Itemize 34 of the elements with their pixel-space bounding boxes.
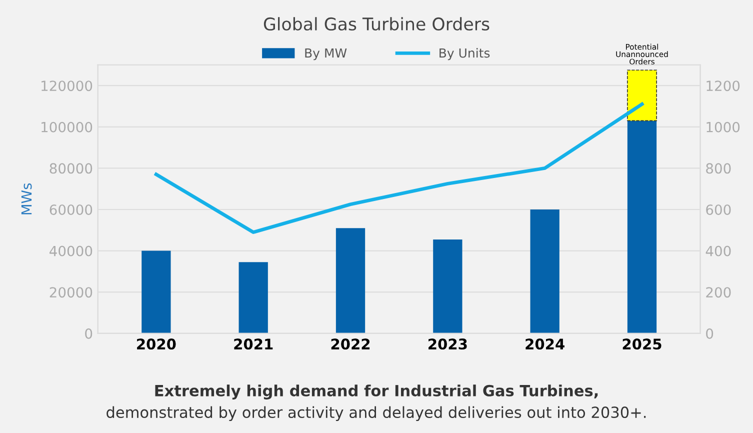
x-tick-label: 2023	[428, 338, 467, 350]
y-tick-label: 20000	[50, 287, 92, 298]
bar	[238, 262, 268, 334]
y-tick-label: 60000	[50, 204, 92, 215]
bar	[627, 70, 657, 122]
x-tick-label: 2024	[526, 338, 564, 350]
y2-tick-label: 800	[706, 163, 731, 174]
bar	[627, 120, 657, 334]
y2-tick-label: 1000	[706, 122, 740, 132]
y-tick-label: 120000	[42, 80, 92, 92]
y-tick-label: 40000	[50, 246, 92, 256]
y2-tick-label: 0	[706, 328, 714, 339]
y2-tick-label: 400	[706, 246, 731, 256]
y-tick-label: 80000	[50, 163, 92, 174]
legend-label: By Units	[440, 48, 490, 60]
bar	[142, 250, 171, 334]
y2-tick-label: 200	[706, 287, 731, 298]
bar	[530, 210, 560, 334]
text: Extremely high demand for Industrial Gas Turbines,	[155, 384, 598, 400]
x-tick-label: 2020	[137, 338, 176, 350]
y-axis-title: MWs	[21, 183, 32, 214]
chart-title: Global Gas Turbine Orders	[264, 17, 490, 31]
legend-label: By MW	[305, 48, 347, 60]
text: demonstrated by order activity and delayed deliveries out into 2030+.	[106, 406, 646, 422]
x-tick-label: 2025	[622, 338, 662, 350]
y2-tick-label: 600	[706, 204, 731, 215]
bar	[336, 228, 366, 334]
bar	[433, 239, 462, 334]
line-series	[154, 102, 644, 234]
y-tick-label: 0	[85, 328, 92, 339]
x-tick-label: 2021	[234, 338, 273, 350]
x-tick-label: 2022	[331, 338, 370, 350]
y-tick-label: 100000	[42, 122, 92, 132]
y2-tick-label: 1200	[706, 80, 740, 92]
